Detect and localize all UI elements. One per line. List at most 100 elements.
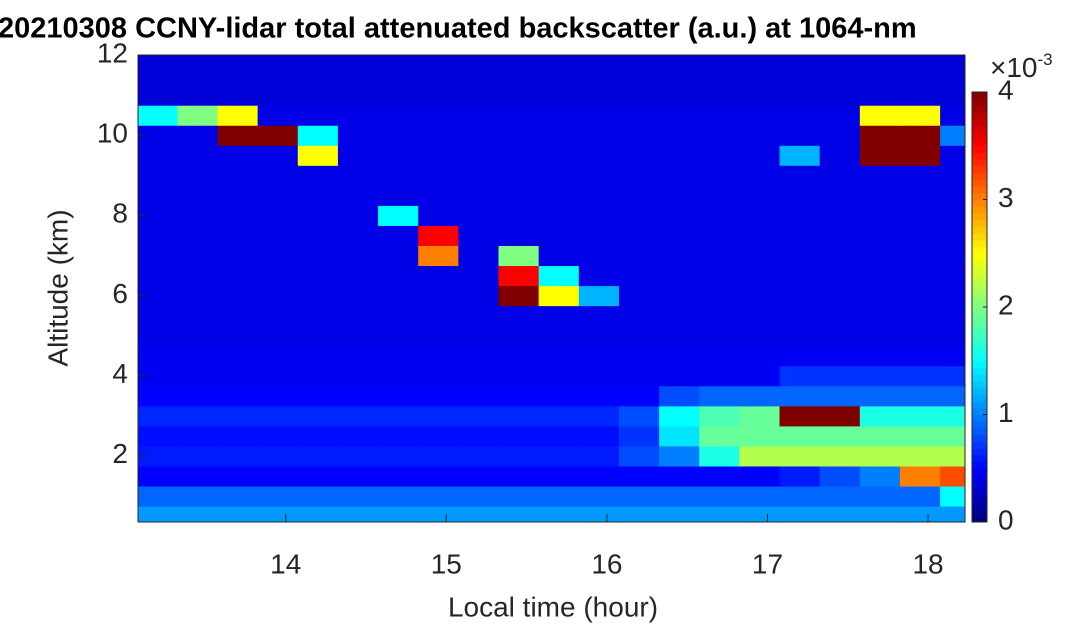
heatmap-cell (498, 225, 540, 247)
heatmap-cell (378, 165, 419, 186)
heatmap-cell (699, 85, 740, 106)
heatmap-cell (859, 205, 901, 226)
heatmap-cell (498, 165, 540, 186)
heatmap-cell (819, 425, 861, 447)
heatmap-cell (297, 445, 339, 467)
heatmap-cell (659, 185, 700, 206)
heatmap-cell (899, 325, 941, 347)
heatmap-cell (899, 145, 941, 166)
colorbar-swatch (972, 454, 987, 463)
heatmap-cell (217, 505, 259, 522)
y-tick-label: 12 (97, 37, 128, 68)
chart-title: 20210308 CCNY-lidar total attenuated bac… (0, 13, 917, 45)
heatmap-cell (498, 85, 540, 106)
colorbar-swatch (972, 340, 987, 348)
heatmap-cell (538, 225, 580, 247)
colorbar-swatch (972, 206, 987, 214)
heatmap-cell (337, 505, 379, 522)
heatmap-cell (899, 85, 941, 106)
heatmap-cell (538, 325, 580, 347)
heatmap-cell (498, 365, 540, 387)
heatmap-cell (498, 405, 540, 427)
heatmap-cell (578, 65, 620, 86)
heatmap-cell (337, 85, 379, 106)
heatmap-cell (899, 305, 941, 327)
heatmap-cell (458, 105, 500, 126)
heatmap-cell (217, 145, 259, 166)
heatmap-cell (659, 245, 700, 267)
heatmap-cell (819, 85, 861, 106)
heatmap-cell (578, 285, 620, 307)
heatmap-cell (538, 505, 580, 522)
heatmap-cell (578, 325, 620, 347)
heatmap-cell (217, 445, 259, 467)
heatmap-cell (217, 305, 259, 327)
heatmap-cell (699, 205, 740, 226)
heatmap-cell (739, 165, 781, 186)
heatmap-cell (899, 225, 941, 247)
heatmap-cell (538, 345, 580, 367)
y-tick-label: 2 (112, 438, 128, 469)
heatmap-cell (138, 485, 178, 507)
heatmap-cell (498, 485, 540, 507)
heatmap-cell (257, 325, 299, 347)
heatmap-cell (859, 125, 901, 146)
heatmap-cell (418, 385, 459, 407)
heatmap-cell (940, 105, 965, 126)
heatmap-cell (699, 305, 740, 327)
heatmap-cell (940, 85, 965, 106)
heatmap-cell (859, 65, 901, 86)
colorbar-swatch (972, 259, 987, 268)
heatmap-cell (618, 425, 660, 447)
colorbar-swatch (972, 481, 987, 489)
heatmap-cell (659, 55, 700, 66)
heatmap-cell (899, 205, 941, 226)
colorbar-swatch (972, 280, 987, 288)
heatmap-cell (739, 305, 781, 327)
colorbar-swatch (972, 226, 987, 234)
heatmap-cell (498, 325, 540, 347)
heatmap-cell (257, 125, 299, 146)
heatmap-cell (138, 185, 178, 206)
heatmap-cell (699, 145, 740, 166)
heatmap-cell (899, 465, 941, 487)
colorbar-swatch (972, 98, 987, 106)
colorbar-swatch (972, 421, 987, 429)
heatmap-cell (859, 225, 901, 247)
heatmap-cell (257, 405, 299, 427)
heatmap-cell (217, 185, 259, 206)
heatmap-cell (739, 205, 781, 226)
y-tick-label: 6 (112, 278, 128, 309)
colorbar-swatch (972, 132, 987, 140)
heatmap-cell (779, 245, 821, 267)
heatmap-cell (578, 445, 620, 467)
heatmap-cell (217, 65, 259, 86)
heatmap-cell (940, 145, 965, 166)
heatmap-cell (739, 365, 781, 387)
colorbar-swatch (972, 515, 987, 523)
heatmap-cell (819, 385, 861, 407)
heatmap-cell (217, 55, 259, 66)
heatmap-cell (217, 105, 259, 126)
heatmap-cell (859, 105, 901, 126)
y-tick-label: 4 (112, 358, 128, 389)
heatmap-cell (177, 325, 219, 347)
heatmap-cell (458, 405, 500, 427)
colorbar-swatch (972, 246, 987, 254)
colorbar-swatch (972, 495, 987, 503)
heatmap-cell (739, 145, 781, 166)
heatmap-cell (699, 285, 740, 307)
heatmap-cell (498, 65, 540, 86)
heatmap-cell (378, 405, 419, 427)
plot-frame (137, 54, 966, 523)
heatmap-cell (819, 485, 861, 507)
heatmap-cell (819, 55, 861, 66)
heatmap-cell (458, 85, 500, 106)
heatmap-cell (618, 445, 660, 467)
heatmap-cell (819, 305, 861, 327)
x-tick-label: 14 (270, 548, 301, 579)
heatmap-cell (257, 205, 299, 226)
heatmap-cell (378, 305, 419, 327)
heatmap-cell (538, 165, 580, 186)
